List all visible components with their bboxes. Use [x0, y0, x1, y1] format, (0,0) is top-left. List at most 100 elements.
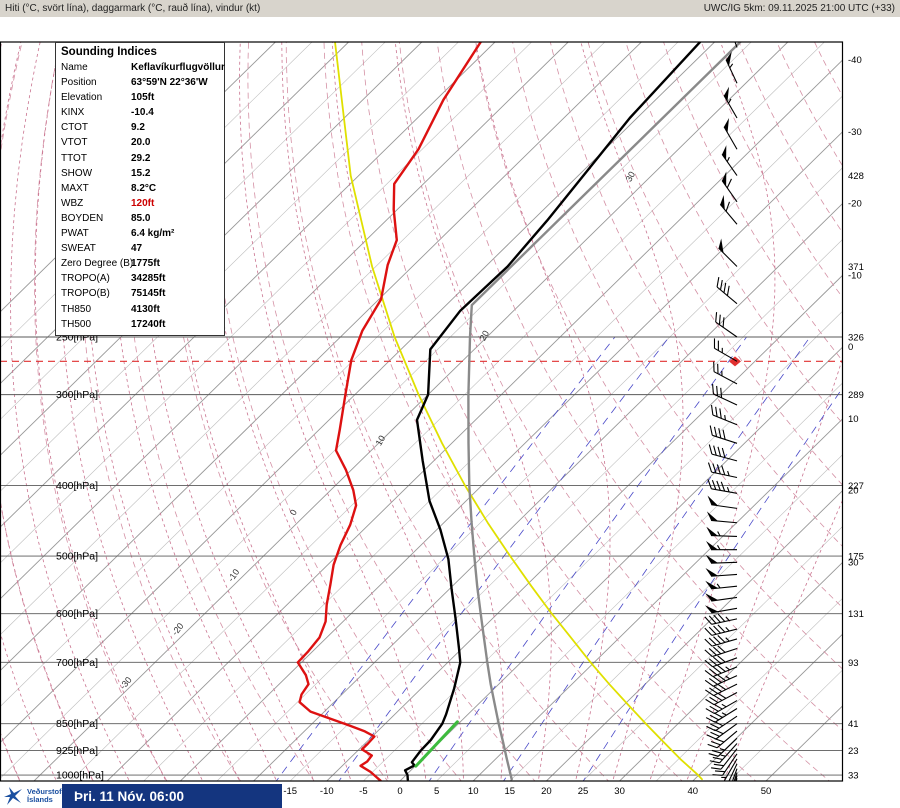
isotherm	[0, 42, 569, 600]
sounding-indices-panel: Sounding Indices Name Keflavíkurflugvöllu…	[55, 42, 225, 336]
index-label: SWEAT	[61, 243, 96, 255]
index-label: MAXT	[61, 182, 89, 194]
isotherm	[143, 95, 843, 781]
height-label: 33	[848, 771, 859, 782]
bottom-temp-label: 0	[397, 786, 402, 797]
wind-barb	[731, 768, 738, 781]
index-label: TROPO(A)	[61, 273, 110, 285]
wind-barb	[735, 778, 738, 781]
right-temp-label: -20	[848, 199, 862, 210]
wind-barb	[706, 511, 738, 524]
isotherm	[0, 42, 679, 708]
dry-adiabat	[0, 732, 21, 781]
dry-adiabat	[847, 32, 900, 790]
isotherm	[729, 669, 843, 781]
isotherm	[216, 166, 843, 781]
plot-border	[0, 41, 844, 782]
index-value: 75145ft	[131, 288, 166, 300]
indices-row: Elevation 105ft	[56, 90, 224, 105]
index-value: 85.0	[131, 212, 151, 224]
wind-barb	[708, 737, 738, 757]
dry-adiabat	[738, 42, 843, 234]
indices-row: Zero Degree (B) 1775ft	[56, 256, 224, 271]
dry-adiabat	[549, 42, 843, 548]
wind-barb	[721, 145, 738, 176]
mixing-ratio-line	[428, 336, 747, 781]
moist-adiabat	[281, 42, 464, 781]
isotherm	[0, 42, 386, 421]
dry-adiabat	[700, 42, 843, 299]
isotherm	[399, 346, 843, 781]
dry-adiabat	[399, 42, 830, 781]
right-temp-label: 0	[848, 342, 853, 353]
index-label: TH850	[61, 303, 92, 315]
dry-adiabat	[247, 42, 536, 781]
standard-atmosphere-curve	[467, 42, 742, 781]
height-label: 227	[848, 481, 864, 492]
wind-barb	[705, 708, 738, 723]
pressure-axis-label: 850[hPa]	[56, 718, 98, 730]
wind-barb	[733, 772, 738, 781]
valid-time-bar: Þri. 11 Nóv. 06:00	[62, 784, 282, 808]
isotherm	[180, 130, 843, 781]
index-label: WBZ	[61, 197, 84, 209]
right-temp-label: 30	[848, 557, 859, 568]
wind-barb	[718, 238, 738, 267]
indices-panel-title: Sounding Indices	[61, 46, 157, 58]
wind-barb	[705, 691, 738, 706]
height-label: 41	[848, 719, 859, 730]
dry-adiabat	[207, 42, 462, 781]
dry-adiabat	[436, 42, 843, 732]
wind-barb	[704, 664, 738, 678]
index-value: 8.2°C	[131, 182, 157, 194]
wind-barb	[704, 624, 738, 636]
wind-barb	[707, 479, 738, 494]
index-value: 9.2	[131, 122, 145, 134]
chart-axis-labels: 250[hPa]300[hPa]400[hPa]500[hPa]600[hPa]…	[0, 41, 864, 797]
indices-row: TTOT 29.2	[56, 151, 224, 166]
index-value: 15.2	[131, 167, 151, 179]
moist-adiabat	[331, 42, 504, 781]
height-label: 175	[848, 552, 864, 563]
chart-grid	[0, 32, 900, 790]
pressure-axis-label: 500[hPa]	[56, 551, 98, 563]
isotherm	[692, 633, 843, 781]
moist-adiabat-label: 30	[624, 170, 638, 184]
isotherm	[70, 42, 825, 781]
wind-barb	[712, 383, 738, 406]
index-label: BOYDEN	[61, 212, 104, 224]
isotherm	[0, 42, 642, 672]
isotherm	[546, 489, 843, 781]
wind-barb	[725, 51, 738, 84]
mixing-ratio-line	[275, 336, 616, 781]
indices-row: TROPO(B) 75145ft	[56, 286, 224, 301]
moist-adiabat	[723, 498, 843, 781]
isotherm	[0, 42, 496, 528]
index-value: 6.4 kg/m²	[131, 228, 175, 240]
index-value: 120ft	[131, 197, 155, 209]
height-label: 131	[848, 609, 864, 620]
moist-adiabat	[0, 730, 21, 781]
index-value: 20.0	[131, 137, 151, 149]
index-label: PWAT	[61, 228, 89, 240]
isotherm	[655, 597, 843, 781]
dry-adiabat	[323, 42, 683, 781]
indices-row: TH850 4130ft	[56, 302, 224, 317]
moist-adiabat	[10, 42, 130, 781]
dry-adiabat	[33, 42, 168, 781]
moist-adiabat	[239, 42, 427, 781]
pressure-axis-label: 1000[hPa]	[56, 770, 104, 782]
right-temp-label: 20	[848, 486, 859, 497]
dry-adiabat	[814, 42, 843, 98]
wind-barb	[705, 567, 738, 577]
dry-adiabat	[512, 42, 843, 609]
index-label: Position	[61, 77, 97, 89]
height-label: 428	[848, 171, 864, 182]
isotherm	[0, 42, 423, 457]
header-model-run-text: UWC/IG 5km: 09.11.2025 21:00 UTC (+33)	[703, 3, 895, 14]
wind-barb	[716, 277, 738, 305]
valid-time-text: Þri. 11 Nóv. 06:00	[74, 788, 185, 804]
wind-barb	[706, 540, 737, 551]
moist-adiabat-label: 0	[288, 508, 299, 518]
